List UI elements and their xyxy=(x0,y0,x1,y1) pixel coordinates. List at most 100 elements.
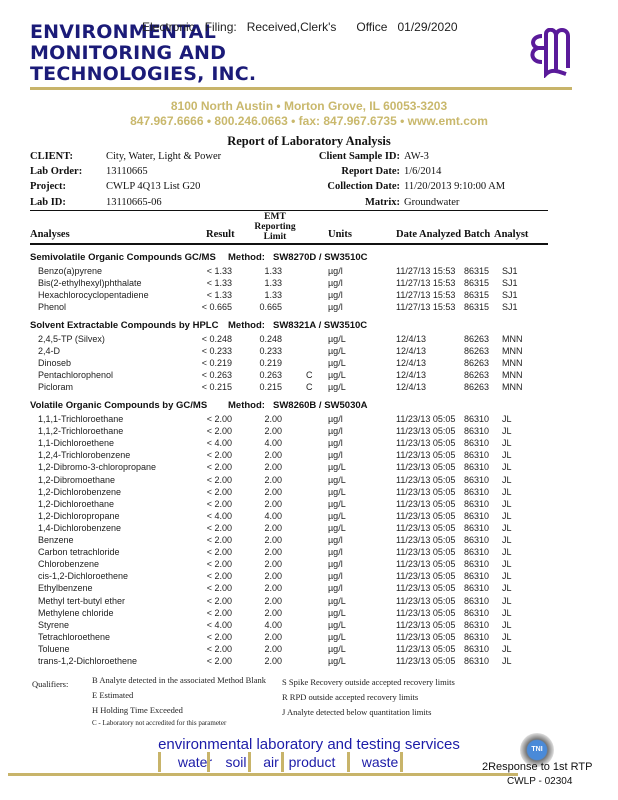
matrix-value: Groundwater xyxy=(404,197,460,208)
result: < 2.00 xyxy=(206,486,232,497)
col-limit: EMT Reporting Limit xyxy=(250,212,300,242)
date-analyzed: 11/23/13 05:05 xyxy=(396,474,456,485)
reporting-limit: 2.00 xyxy=(264,571,282,582)
analyte: Carbon tetrachloride xyxy=(38,547,120,558)
result: < 2.00 xyxy=(206,522,232,533)
units: µg/l xyxy=(328,535,343,545)
reporting-limit: 2.00 xyxy=(264,414,282,424)
batch: 86310 xyxy=(464,486,490,497)
analyst: JL xyxy=(502,607,512,618)
table-row: 1,2-Dibromo-3-chloropropane < 2.00 2.00 µg/… xyxy=(0,462,618,474)
batch: 86310 xyxy=(464,631,490,642)
result: < 2.00 xyxy=(206,462,232,473)
units: µg/l xyxy=(328,450,343,461)
reporting-limit: 2.00 xyxy=(264,631,282,642)
analyte: Pentachlorophenol xyxy=(38,370,114,381)
reporting-limit: 2.00 xyxy=(264,607,282,618)
units: µg/L xyxy=(328,462,346,473)
analyte: 1,2-Dibromoethane xyxy=(38,474,116,485)
batch: 86310 xyxy=(464,583,490,594)
reporting-limit: 1.33 xyxy=(264,278,282,289)
analyte: trans-1,2-Dichloroethene xyxy=(38,656,138,666)
table-header-rule xyxy=(30,243,548,245)
units: µg/l xyxy=(328,302,343,313)
reporting-limit: 4.00 xyxy=(264,619,282,630)
batch: 86315 xyxy=(464,266,490,276)
analyte: Hexachlorocyclopentadiene xyxy=(38,290,149,301)
batch: 86310 xyxy=(464,595,490,606)
result: < 0.263 xyxy=(201,370,232,381)
units: µg/l xyxy=(328,547,343,558)
section-title: Solvent Extractable Compounds by HPLC xyxy=(30,320,219,331)
batch: 86310 xyxy=(464,414,490,424)
analyst: MNN xyxy=(502,370,523,381)
analyst: MNN xyxy=(502,346,523,357)
units: µg/l xyxy=(328,290,343,301)
table-row: 1,1-Dichloroethene < 4.00 4.00 µg/l 11/23/13… xyxy=(0,438,618,450)
date-analyzed: 11/23/13 05:05 xyxy=(396,414,456,424)
batch: 86310 xyxy=(464,571,490,582)
result: < 1.33 xyxy=(206,290,232,301)
date-analyzed: 11/23/13 05:05 xyxy=(396,559,456,570)
analyte: Dinoseb xyxy=(38,358,72,369)
tni-accreditation-badge: TNI xyxy=(520,733,554,767)
analyst: MNN xyxy=(502,334,523,344)
units: µg/L xyxy=(328,346,346,357)
result: < 2.00 xyxy=(206,474,232,485)
analyst: JL xyxy=(502,619,512,630)
analyte: 1,2-Dichloroethane xyxy=(38,498,115,509)
section-header: Volatile Organic Compounds by GC/MS Metho… xyxy=(30,400,530,411)
date-analyzed: 11/27/13 15:53 xyxy=(396,302,456,313)
analyst: JL xyxy=(502,462,512,473)
report-date-label: Report Date: xyxy=(341,166,400,177)
result: < 0.215 xyxy=(201,382,232,393)
units: µg/L xyxy=(328,358,346,369)
table-row: Chlorobenzene < 2.00 2.00 µg/l 11/23/13 05:0… xyxy=(0,559,618,571)
analyte: 1,1,1-Trichloroethane xyxy=(38,414,124,424)
col-analyses: Analyses xyxy=(30,229,70,240)
table-row: cis-1,2-Dichloroethene < 2.00 2.00 µg/l 11/2… xyxy=(0,571,618,583)
bates-number: CWLP - 02304 xyxy=(507,776,573,787)
service-air: air xyxy=(263,754,279,770)
table-row: 1,2,4-Trichlorobenzene < 2.00 2.00 µg/l 11/2… xyxy=(0,450,618,462)
qualifier-j: J Analyte detected below quantitation li… xyxy=(282,707,432,717)
analyte: Chlorobenzene xyxy=(38,559,100,570)
date-analyzed: 11/23/13 05:05 xyxy=(396,498,456,509)
qualifier: C xyxy=(306,370,313,381)
batch: 86310 xyxy=(464,656,490,666)
sample-id-value: AW-3 xyxy=(404,151,429,162)
result: < 2.00 xyxy=(206,426,232,437)
matrix-label: Matrix: xyxy=(365,197,400,208)
result: < 2.00 xyxy=(206,571,232,582)
client-label: CLIENT: xyxy=(30,151,73,162)
batch: 86310 xyxy=(464,547,490,558)
result: < 1.33 xyxy=(206,278,232,289)
units: µg/l xyxy=(328,426,343,437)
analyst: SJ1 xyxy=(502,278,518,289)
table-row: Dinoseb < 0.219 0.219 µg/L 12/4/13 86263 MNN xyxy=(0,358,618,370)
date-analyzed: 11/23/13 05:05 xyxy=(396,643,456,654)
units: µg/l xyxy=(328,278,343,289)
reporting-limit: 2.00 xyxy=(264,522,282,533)
table-row: Phenol < 0.665 0.665 µg/l 11/27/13 15:53 8631… xyxy=(0,302,618,314)
reporting-limit: 2.00 xyxy=(264,547,282,558)
table-row: 1,2-Dibromoethane < 2.00 2.00 µg/L 11/23/13 … xyxy=(0,475,618,487)
table-row: Carbon tetrachloride < 2.00 2.00 µg/l 11/23/… xyxy=(0,547,618,559)
units: µg/L xyxy=(328,619,346,630)
result: < 0.233 xyxy=(201,346,232,357)
date-analyzed: 11/23/13 05:05 xyxy=(396,619,456,630)
table-row: Ethylbenzene < 2.00 2.00 µg/l 11/23/13 05:05… xyxy=(0,583,618,595)
date-analyzed: 12/4/13 xyxy=(396,382,427,393)
method-label: Method: xyxy=(228,400,265,411)
analyte: cis-1,2-Dichloroethene xyxy=(38,571,129,582)
batch: 86310 xyxy=(464,462,490,473)
table-row: Hexachlorocyclopentadiene < 1.33 1.33 µg/l 1… xyxy=(0,290,618,302)
analyst: MNN xyxy=(502,382,523,393)
analyst: JL xyxy=(502,571,512,582)
table-row: Tetrachloroethene < 2.00 2.00 µg/L 11/23/13 … xyxy=(0,632,618,644)
date-analyzed: 11/23/13 05:05 xyxy=(396,547,456,558)
col-date: Date Analyzed xyxy=(396,229,462,240)
